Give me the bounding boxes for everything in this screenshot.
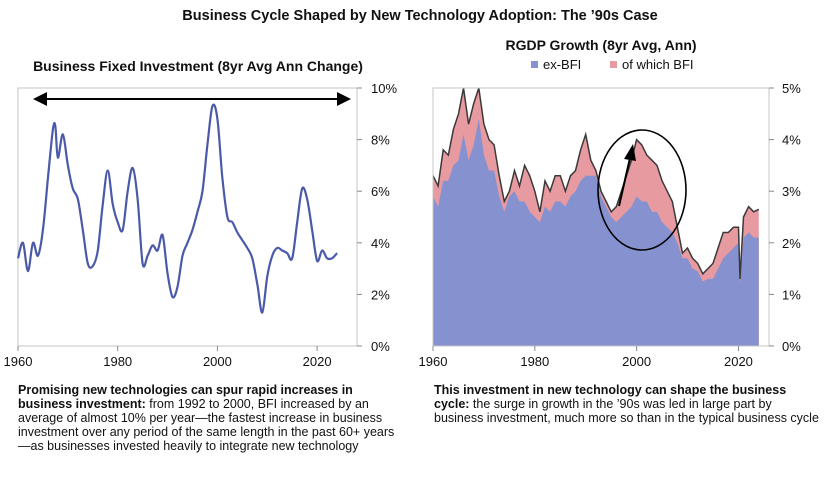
full-period-arrow	[33, 92, 351, 106]
legend-label: ex-BFI	[543, 57, 581, 72]
right-x-tick-label: 2000	[622, 354, 651, 369]
left-x-tick-label: 2020	[303, 354, 332, 369]
right-caption-bold: This investment in new technology can sh…	[434, 383, 787, 411]
right-y-tick-label: 4%	[782, 133, 801, 148]
right-plot-frame	[432, 87, 770, 347]
left-y-tick-label: 10%	[371, 81, 397, 96]
right-caption: This investment in new technology can sh…	[434, 383, 819, 425]
right-chart-title: RGDP Growth (8yr Avg, Ann)	[505, 37, 696, 53]
left-caption-text: from 1992 to 2000, BFI increased by an a…	[18, 397, 395, 453]
legend-swatch	[610, 61, 617, 68]
bfi-line	[16, 103, 338, 314]
left-y-tick-label: 0%	[371, 339, 390, 354]
left-chart: Business Fixed Investment (8yr Avg Ann C…	[4, 58, 398, 369]
right-x-tick-label: 2020	[724, 354, 753, 369]
highlight-arrow-head	[624, 144, 636, 161]
left-caption-bold: Promising new technologies can spur rapi…	[18, 383, 353, 411]
right-y-tick-label: 1%	[782, 287, 801, 302]
right-x-tick-label: 1960	[419, 354, 448, 369]
left-y-tick-label: 8%	[371, 133, 390, 148]
left-y-tick-label: 4%	[371, 236, 390, 251]
left-plot-frame	[17, 87, 358, 347]
legend-swatch	[531, 61, 538, 68]
left-x-tick-label: 1980	[103, 354, 132, 369]
right-y-tick-label: 3%	[782, 184, 801, 199]
right-chart: RGDP Growth (8yr Avg, Ann) ex-BFI of whic…	[419, 37, 802, 369]
left-x-tick-label: 2000	[203, 354, 232, 369]
nineties-highlight	[597, 129, 687, 251]
right-x-tick-label: 1980	[520, 354, 549, 369]
right-y-tick-label: 2%	[782, 236, 801, 251]
highlight-arrow-shaft	[618, 157, 631, 207]
highlight-circle	[597, 129, 687, 251]
left-x-tick-label: 1960	[4, 354, 33, 369]
left-y-tick-label: 2%	[371, 287, 390, 302]
area-ex-bfi	[433, 119, 759, 346]
legend-label: of which BFI	[622, 57, 694, 72]
right-y-tick-label: 5%	[782, 81, 801, 96]
right-caption-text: the surge in growth in the ’90s was led …	[434, 397, 819, 425]
left-y-tick-label: 6%	[371, 184, 390, 199]
left-chart-title: Business Fixed Investment (8yr Avg Ann C…	[33, 58, 363, 74]
right-y-tick-label: 0%	[782, 339, 801, 354]
left-caption: Promising new technologies can spur rapi…	[18, 383, 398, 453]
page-title: Business Cycle Shaped by New Technology …	[182, 8, 658, 24]
